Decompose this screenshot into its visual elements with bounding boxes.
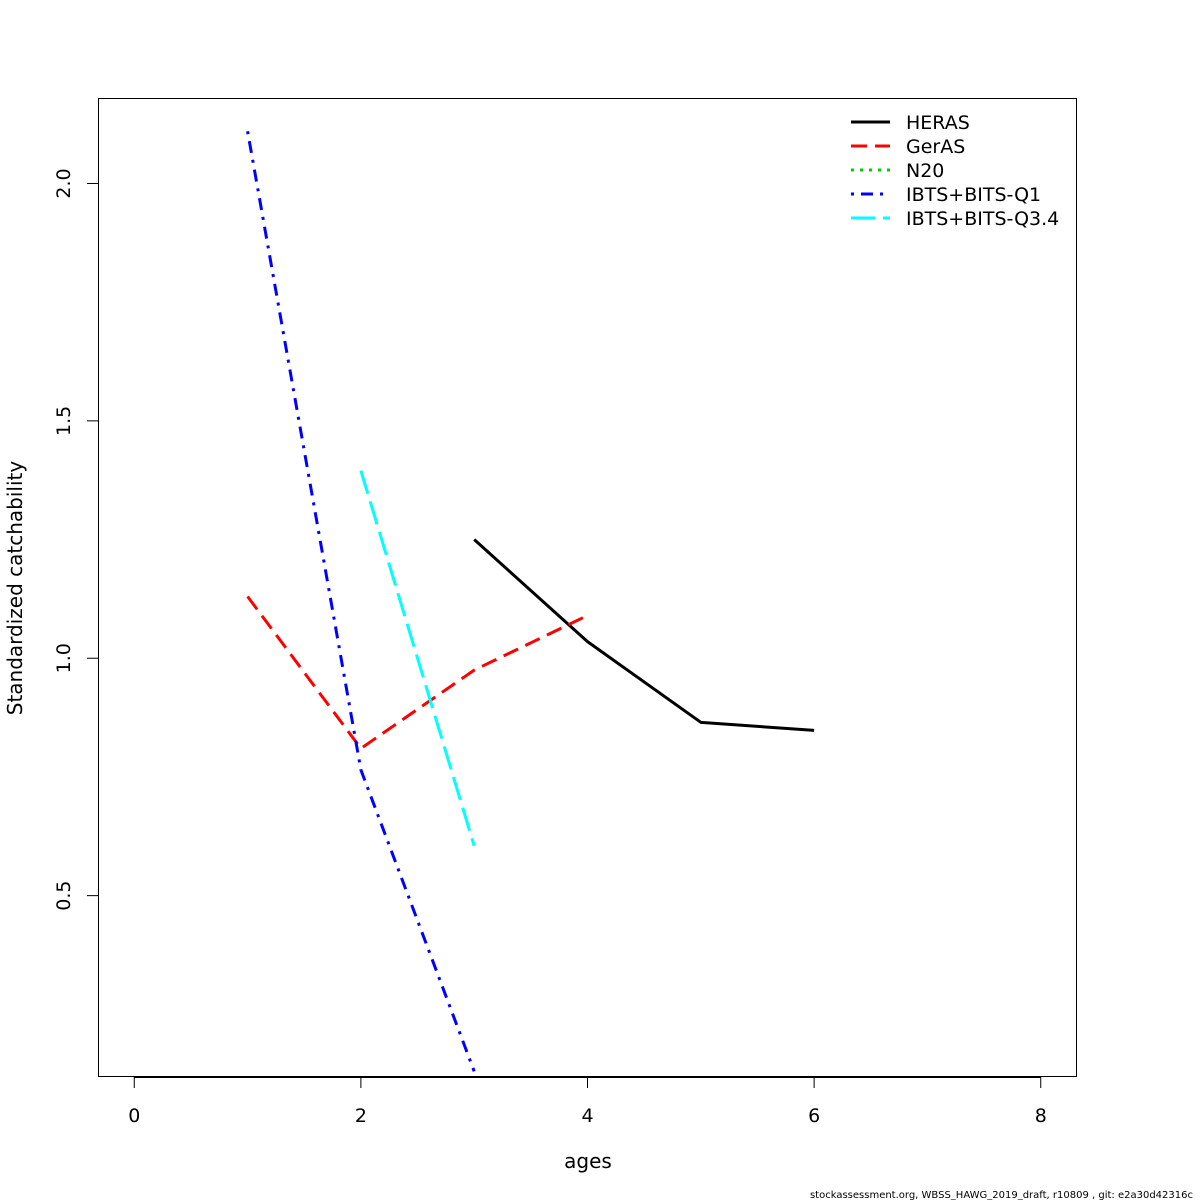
footer-credit: stockassessment.org, WBSS_HAWG_2019_draf…	[810, 1190, 1193, 1200]
series-line-ibts-bits-q3-4	[359, 470, 476, 847]
y-tick-label: 1.0	[53, 643, 75, 673]
x-axis: 0 2 4 6 8	[128, 1077, 1047, 1127]
y-tick-label: 2.0	[53, 168, 75, 198]
legend-label: IBTS+BITS-Q1	[906, 184, 1041, 206]
x-axis-title: ages	[564, 1149, 612, 1173]
x-tick-label: 8	[1035, 1105, 1047, 1127]
series-line-heras	[473, 538, 815, 732]
y-tick-label: 1.5	[53, 406, 75, 436]
y-axis-title: Standardized catchability	[3, 461, 27, 716]
y-axis: 0.5 1.0 1.5 2.0	[53, 168, 99, 911]
legend-label: HERAS	[906, 112, 970, 134]
legend-label: GerAS	[906, 136, 965, 158]
x-tick-label: 2	[355, 1105, 367, 1127]
series-layer	[246, 130, 815, 1072]
x-tick-label: 6	[808, 1105, 820, 1127]
series-line-geras	[246, 595, 589, 750]
series-line-ibts-bits-q1	[246, 130, 476, 1072]
y-tick-label: 0.5	[53, 881, 75, 911]
legend-label: IBTS+BITS-Q3.4	[906, 208, 1059, 230]
plot-frame	[98, 98, 1077, 1077]
legend-label: N20	[906, 160, 944, 182]
x-tick-label: 0	[128, 1105, 140, 1127]
x-tick-label: 4	[581, 1105, 593, 1127]
